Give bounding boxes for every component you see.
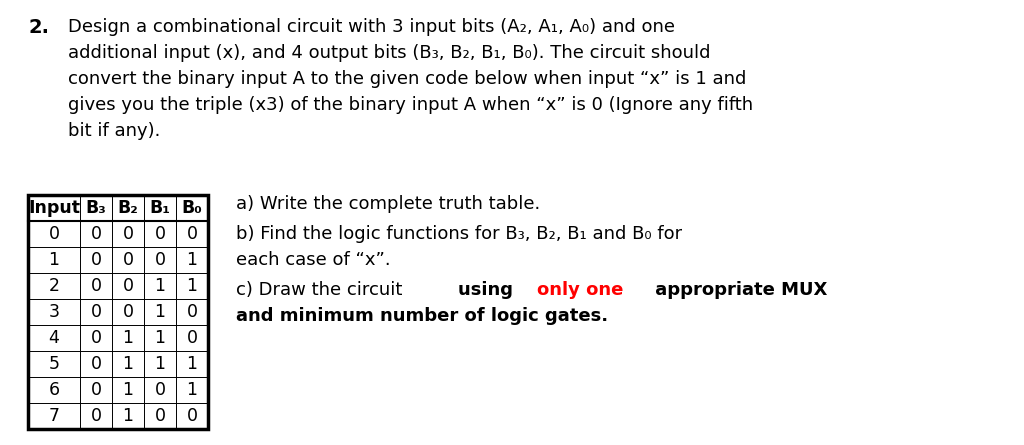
Text: 1: 1 xyxy=(186,277,198,295)
Text: 1: 1 xyxy=(186,355,198,373)
Text: 6: 6 xyxy=(48,381,59,399)
Text: 0: 0 xyxy=(90,407,101,425)
Text: b) Find the logic functions for B₃, B₂, B₁ and B₀ for: b) Find the logic functions for B₃, B₂, … xyxy=(236,225,682,243)
Text: Input: Input xyxy=(28,199,80,217)
Text: 1: 1 xyxy=(123,355,133,373)
Text: 1: 1 xyxy=(123,329,133,347)
Text: 3: 3 xyxy=(48,303,59,321)
Text: convert the binary input A to the given code below when input “x” is 1 and: convert the binary input A to the given … xyxy=(68,70,746,88)
Text: 1: 1 xyxy=(123,381,133,399)
Text: 0: 0 xyxy=(186,303,198,321)
Text: 0: 0 xyxy=(155,251,166,269)
Text: 5: 5 xyxy=(48,355,59,373)
Text: 0: 0 xyxy=(123,225,133,243)
Text: 2: 2 xyxy=(48,277,59,295)
Text: 0: 0 xyxy=(90,303,101,321)
Text: a) Write the complete truth table.: a) Write the complete truth table. xyxy=(236,195,541,213)
Text: 0: 0 xyxy=(48,225,59,243)
Text: 7: 7 xyxy=(48,407,59,425)
Text: B₀: B₀ xyxy=(181,199,203,217)
Text: 1: 1 xyxy=(186,251,198,269)
Text: 1: 1 xyxy=(155,355,166,373)
Text: 0: 0 xyxy=(155,381,166,399)
Text: 1: 1 xyxy=(123,407,133,425)
Text: 1: 1 xyxy=(155,277,166,295)
Text: c) Draw the circuit: c) Draw the circuit xyxy=(236,281,409,299)
Text: 1: 1 xyxy=(155,329,166,347)
Text: appropriate MUX: appropriate MUX xyxy=(648,281,827,299)
Text: additional input (x), and 4 output bits (B₃, B₂, B₁, B₀). The circuit should: additional input (x), and 4 output bits … xyxy=(68,44,711,62)
Text: 0: 0 xyxy=(90,277,101,295)
Text: gives you the triple (x3) of the binary input A when “x” is 0 (Ignore any fifth: gives you the triple (x3) of the binary … xyxy=(68,96,753,114)
Text: B₃: B₃ xyxy=(86,199,106,217)
Text: 0: 0 xyxy=(123,251,133,269)
Text: 0: 0 xyxy=(186,407,198,425)
Text: Design a combinational circuit with 3 input bits (A₂, A₁, A₀) and one: Design a combinational circuit with 3 in… xyxy=(68,18,675,36)
Text: 0: 0 xyxy=(123,303,133,321)
Text: only one: only one xyxy=(538,281,624,299)
Text: 4: 4 xyxy=(48,329,59,347)
Text: 1: 1 xyxy=(155,303,166,321)
Text: 0: 0 xyxy=(155,225,166,243)
Text: 0: 0 xyxy=(155,407,166,425)
Text: 0: 0 xyxy=(90,381,101,399)
Text: 0: 0 xyxy=(90,225,101,243)
Text: 0: 0 xyxy=(186,329,198,347)
Text: bit if any).: bit if any). xyxy=(68,122,161,140)
Text: 0: 0 xyxy=(90,329,101,347)
Text: B₂: B₂ xyxy=(118,199,138,217)
Text: 0: 0 xyxy=(90,355,101,373)
Text: 0: 0 xyxy=(186,225,198,243)
Text: 0: 0 xyxy=(123,277,133,295)
Text: 1: 1 xyxy=(186,381,198,399)
Bar xyxy=(28,195,208,429)
Text: and minimum number of logic gates.: and minimum number of logic gates. xyxy=(236,307,608,325)
Text: each case of “x”.: each case of “x”. xyxy=(236,251,390,269)
Text: 2.: 2. xyxy=(28,18,49,37)
Text: 1: 1 xyxy=(48,251,59,269)
Text: 0: 0 xyxy=(90,251,101,269)
Text: B₁: B₁ xyxy=(150,199,171,217)
Text: using: using xyxy=(458,281,519,299)
